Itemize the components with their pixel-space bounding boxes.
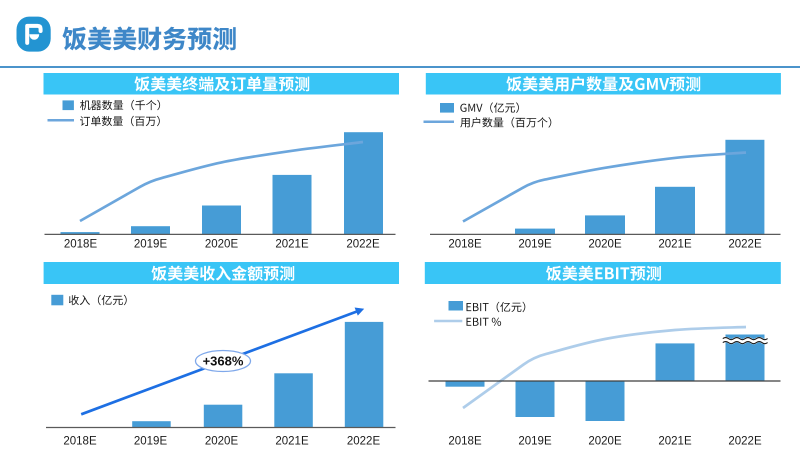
svg-text:2018E: 2018E xyxy=(448,239,482,251)
svg-text:2021E: 2021E xyxy=(275,436,309,448)
svg-text:2019E: 2019E xyxy=(518,436,552,448)
svg-text:+368%: +368% xyxy=(203,354,244,369)
svg-text:2022E: 2022E xyxy=(728,436,762,448)
svg-text:2018E: 2018E xyxy=(63,436,97,448)
svg-text:2020E: 2020E xyxy=(205,436,239,448)
svg-text:2020E: 2020E xyxy=(588,436,622,448)
svg-text:2022E: 2022E xyxy=(346,239,380,251)
svg-text:2019E: 2019E xyxy=(518,239,552,251)
svg-text:2019E: 2019E xyxy=(134,436,168,448)
svg-text:2018E: 2018E xyxy=(64,239,98,251)
svg-text:2020E: 2020E xyxy=(588,239,622,251)
svg-text:2019E: 2019E xyxy=(134,239,168,251)
svg-text:2021E: 2021E xyxy=(275,239,309,251)
svg-text:2018E: 2018E xyxy=(448,436,482,448)
svg-text:2022E: 2022E xyxy=(728,239,762,251)
svg-text:2022E: 2022E xyxy=(347,436,381,448)
svg-text:2020E: 2020E xyxy=(205,239,239,251)
svg-text:2021E: 2021E xyxy=(658,239,692,251)
svg-text:2021E: 2021E xyxy=(658,436,692,448)
